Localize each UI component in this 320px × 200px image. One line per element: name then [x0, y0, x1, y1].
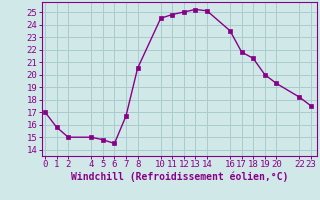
X-axis label: Windchill (Refroidissement éolien,°C): Windchill (Refroidissement éolien,°C) — [70, 172, 288, 182]
